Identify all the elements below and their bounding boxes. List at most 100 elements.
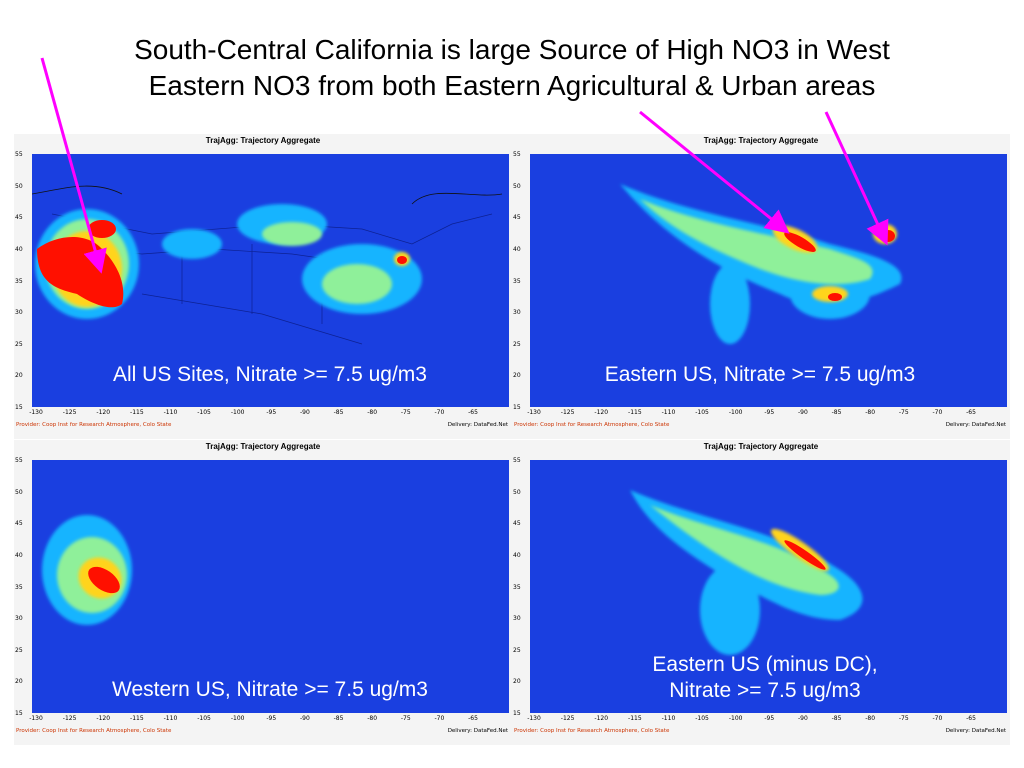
map-panel-eastern-us: TrajAgg: Trajectory Aggregate Provid	[512, 134, 1010, 439]
y-tick-label: 25	[15, 646, 23, 654]
x-tick-label: -95	[764, 715, 775, 722]
plume-high-red	[784, 540, 826, 570]
x-tick-label: -90	[798, 409, 808, 416]
map-panel-all-us: TrajAgg: Trajectory Aggregate	[14, 134, 512, 439]
x-tick-label: -95	[764, 409, 775, 416]
x-tick-label: -95	[266, 409, 277, 416]
y-tick-label: 35	[513, 277, 521, 285]
y-tick-label: 55	[513, 457, 521, 464]
coastline	[32, 185, 503, 205]
x-tick-label: -110	[163, 715, 178, 722]
x-tick-label: -105	[695, 715, 709, 722]
y-tick-label: 15	[513, 404, 521, 411]
x-tick-label: -120	[96, 409, 111, 416]
caption-eastern-us: Eastern US, Nitrate >= 7.5 ug/m3	[604, 363, 916, 386]
y-tick-label: 50	[15, 488, 23, 496]
y-tick-label: 40	[15, 245, 23, 253]
panel-title: TrajAgg: Trajectory Aggregate	[703, 136, 819, 145]
x-tick-label: -75	[400, 715, 411, 722]
provider-text: Provider: Coop Inst for Research Atmosph…	[16, 728, 172, 734]
x-tick-label: -100	[728, 715, 743, 722]
x-tick-label: -75	[898, 715, 909, 722]
x-tick-label: -65	[966, 715, 976, 722]
x-tick-label: -120	[96, 715, 111, 722]
x-tick-label: -70	[932, 715, 943, 722]
y-tick-label: 35	[15, 583, 23, 591]
x-tick-label: -70	[434, 715, 445, 722]
x-tick-label: -130	[29, 715, 43, 722]
x-tick-label: -75	[400, 409, 411, 416]
trajectory-map	[32, 460, 509, 713]
x-tick-label: -85	[333, 409, 344, 416]
x-tick-label: -100	[230, 409, 245, 416]
x-tick-label: -110	[661, 715, 676, 722]
y-tick-label: 15	[513, 710, 521, 717]
x-tick-label: -70	[932, 409, 943, 416]
x-tick-label: -85	[831, 409, 842, 416]
x-tick-label: -65	[468, 715, 478, 722]
x-tick-label: -120	[594, 409, 609, 416]
y-tick-label: 25	[513, 646, 521, 654]
y-tick-label: 25	[15, 340, 23, 348]
x-tick-label: -120	[594, 715, 609, 722]
trajectory-map	[530, 154, 1007, 407]
x-tick-label: -75	[898, 409, 909, 416]
delivery-text: Delivery: DataFed.Net	[447, 728, 508, 734]
caption-all-us: All US Sites, Nitrate >= 7.5 ug/m3	[113, 363, 427, 386]
plume-mid	[650, 505, 839, 595]
x-tick-label: -90	[300, 409, 310, 416]
x-tick-label: -90	[798, 715, 808, 722]
y-tick-label: 15	[15, 710, 23, 717]
y-tick-label: 40	[513, 245, 521, 253]
provider-text: Provider: Coop Inst for Research Atmosph…	[514, 728, 670, 734]
trajectory-map	[530, 460, 1007, 713]
x-tick-label: -65	[468, 409, 478, 416]
slide-title: South-Central California is large Source…	[0, 32, 1024, 104]
y-tick-label: 50	[15, 182, 23, 190]
x-tick-label: -80	[367, 409, 378, 416]
y-tick-label: 25	[513, 340, 521, 348]
y-tick-label: 15	[15, 404, 23, 411]
y-tick-label: 40	[15, 551, 23, 559]
y-tick-label: 20	[15, 678, 23, 686]
x-tick-label: -85	[333, 715, 344, 722]
x-tick-label: -115	[130, 409, 144, 416]
y-tick-label: 45	[15, 520, 23, 528]
x-tick-label: -80	[865, 715, 876, 722]
x-tick-label: -95	[266, 715, 277, 722]
y-tick-label: 55	[15, 151, 23, 158]
y-tick-label: 35	[15, 277, 23, 285]
delivery-text: Delivery: DataFed.Net	[945, 728, 1006, 734]
y-tick-label: 20	[513, 372, 521, 380]
provider-text: Provider: Coop Inst for Research Atmosph…	[16, 422, 172, 428]
delivery-text: Delivery: DataFed.Net	[945, 422, 1006, 428]
x-tick-label: -115	[130, 715, 144, 722]
x-tick-label: -105	[197, 409, 211, 416]
x-tick-label: -115	[628, 409, 642, 416]
x-tick-label: -125	[62, 409, 77, 416]
y-tick-label: 45	[513, 520, 521, 528]
provider-text: Provider: Coop Inst for Research Atmosph…	[514, 422, 670, 428]
caption-eastern-us-minus-dc: Eastern US (minus DC), Nitrate >= 7.5 ug…	[652, 653, 878, 702]
x-tick-label: -130	[527, 715, 541, 722]
panel-title: TrajAgg: Trajectory Aggregate	[205, 442, 321, 451]
title-line-1: South-Central California is large Source…	[134, 34, 890, 65]
y-tick-label: 45	[15, 214, 23, 222]
caption-western-us: Western US, Nitrate >= 7.5 ug/m3	[112, 678, 428, 701]
x-tick-label: -100	[728, 409, 743, 416]
y-tick-label: 50	[513, 182, 521, 190]
delivery-text: Delivery: DataFed.Net	[447, 422, 508, 428]
y-tick-label: 30	[15, 309, 23, 317]
x-tick-label: -105	[197, 715, 211, 722]
panel-title: TrajAgg: Trajectory Aggregate	[205, 136, 321, 145]
x-tick-label: -110	[163, 409, 178, 416]
y-tick-label: 50	[513, 488, 521, 496]
y-tick-label: 55	[15, 457, 23, 464]
x-tick-label: -125	[62, 715, 77, 722]
y-tick-label: 20	[513, 678, 521, 686]
map-panel-eastern-us-minus-dc: TrajAgg: Trajectory Aggregate Provider: …	[512, 440, 1010, 745]
x-tick-label: -105	[695, 409, 709, 416]
y-tick-label: 30	[513, 615, 521, 623]
panel-title: TrajAgg: Trajectory Aggregate	[703, 442, 819, 451]
x-tick-label: -125	[560, 409, 575, 416]
